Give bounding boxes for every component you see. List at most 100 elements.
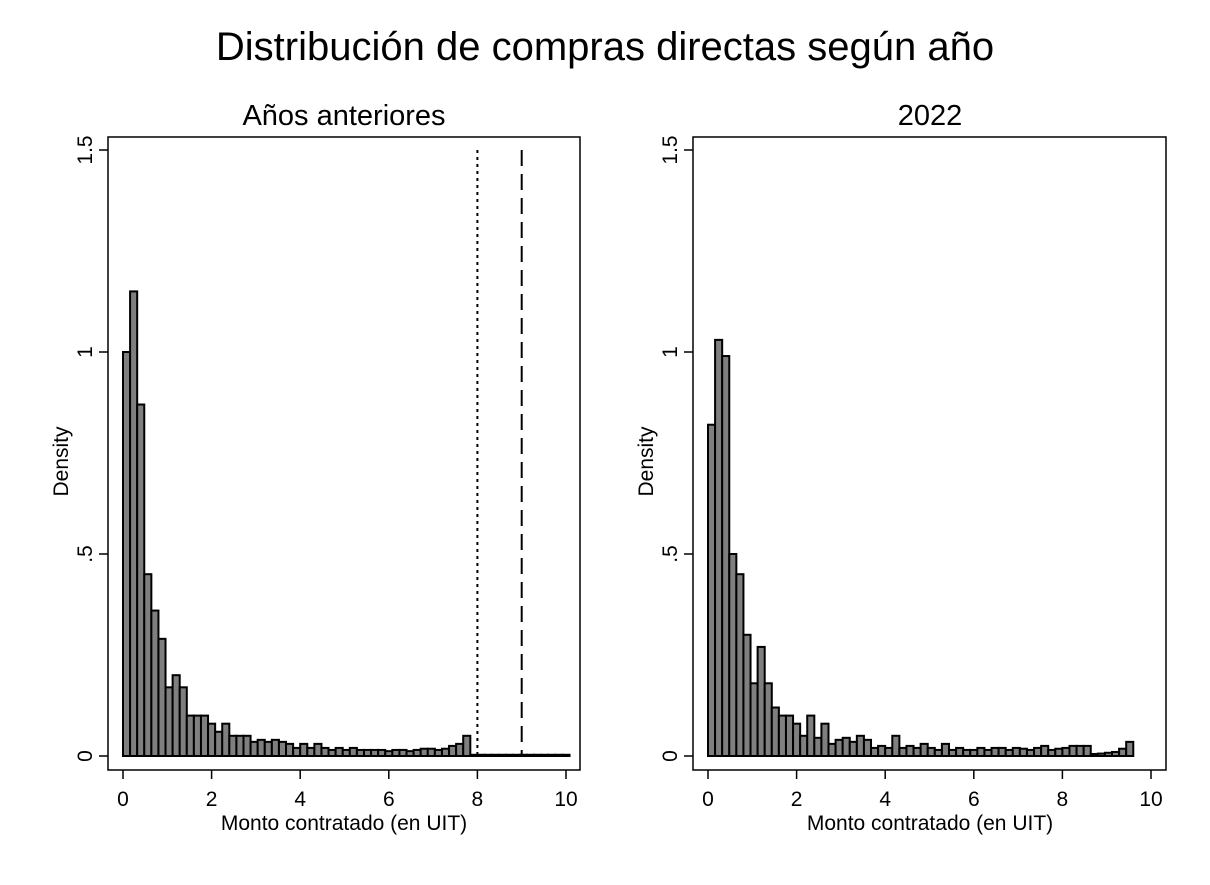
histogram-bar	[749, 682, 759, 758]
histogram-bar	[813, 736, 823, 758]
histogram-bar	[940, 742, 950, 758]
histogram-bar	[1096, 752, 1106, 757]
histogram-bar	[320, 746, 330, 757]
histogram-bar	[962, 748, 972, 758]
histogram-bar	[933, 748, 943, 758]
histogram-bar	[448, 744, 458, 758]
histogram-bar	[469, 753, 479, 758]
histogram-bar	[277, 740, 288, 757]
x-tick-label: 2	[206, 788, 218, 811]
histogram-bar	[235, 734, 245, 757]
y-axis-label: Density	[635, 426, 658, 497]
plot-frame	[107, 136, 581, 771]
y-tick-label: 0	[659, 750, 682, 762]
histogram-bar	[728, 553, 738, 757]
x-tick-label: 6	[968, 788, 980, 811]
histogram-bar	[483, 753, 493, 758]
histogram-bar	[263, 740, 273, 757]
histogram-bar	[870, 746, 880, 757]
histogram-bar	[143, 573, 153, 758]
x-axis-label: Monto contratado (en UIT)	[807, 812, 1053, 835]
histogram-bar	[1068, 744, 1078, 758]
x-tick-label: 0	[117, 788, 129, 811]
x-tick-label: 4	[294, 788, 306, 811]
histogram-bar	[185, 714, 195, 757]
histogram-bar	[249, 740, 259, 757]
histogram-bar	[122, 351, 132, 757]
histogram-bar	[355, 748, 365, 758]
histogram-bar	[877, 744, 887, 758]
histogram-bar	[533, 753, 543, 758]
histogram-bar	[299, 742, 309, 758]
x-tick-label: 10	[554, 788, 577, 811]
y-tick-label: .5	[74, 545, 97, 563]
histogram-bar	[256, 738, 266, 758]
histogram-bar	[1118, 747, 1128, 758]
histogram-bar	[419, 747, 429, 758]
histogram-bar	[426, 747, 436, 758]
histogram-bar	[129, 290, 139, 757]
histogram-bar	[905, 744, 915, 758]
histogram-bar	[862, 738, 873, 758]
histogram-bar	[919, 742, 929, 758]
x-axis-label: Monto contratado (en UIT)	[221, 812, 467, 835]
panel-title: 2022	[898, 100, 963, 132]
histogram-bar	[1025, 748, 1036, 758]
histogram-bar	[1075, 744, 1085, 758]
histogram-bar	[199, 714, 210, 757]
histogram-bar	[398, 748, 408, 758]
histogram-bar	[735, 573, 745, 758]
chart-panel-1: 2022 0 2 4 6 8 10 0 .5 1 1.5 Monto contratado (en U…	[635, 100, 1167, 835]
y-axis-label: Density	[50, 426, 73, 497]
histogram-bar	[1040, 744, 1050, 758]
histogram-bar	[554, 753, 564, 758]
histogram-bar	[997, 746, 1007, 757]
x-tick-label: 10	[1139, 788, 1162, 811]
histogram-bar	[384, 750, 394, 757]
histogram-bar	[412, 748, 422, 758]
histogram-bar	[1047, 748, 1057, 758]
x-tick-label: 8	[472, 788, 484, 811]
histogram-bar	[157, 637, 167, 758]
histogram-bar	[855, 734, 865, 757]
y-tick-label: 1.5	[74, 135, 97, 164]
histogram-bar	[391, 748, 401, 758]
histogram-bar	[214, 730, 224, 758]
histogram-bar	[497, 753, 507, 758]
histogram-bar	[561, 753, 571, 758]
histogram-bar	[348, 746, 358, 757]
histogram-bar	[242, 734, 252, 757]
histogram-bar	[714, 338, 724, 757]
histogram-bar	[1011, 746, 1021, 757]
histogram-bar	[1103, 751, 1114, 758]
histogram-bar	[820, 722, 830, 757]
histogram-bar	[976, 746, 986, 757]
histogram-bar	[898, 746, 908, 757]
histogram-bar	[1125, 740, 1135, 757]
histogram-bar	[370, 748, 380, 758]
histogram-bar	[756, 645, 766, 757]
histogram-bar	[540, 753, 550, 758]
histogram-bar	[926, 746, 936, 757]
histogram-bar	[834, 738, 844, 758]
histogram-bar	[285, 742, 295, 758]
histogram-bar	[192, 714, 202, 757]
figure-title: Distribución de compras directas según a…	[216, 25, 994, 69]
chart-panel-0: Años anteriores 0 2 4 6 8 10 0 .5 1 1.5 Monto contr…	[50, 100, 581, 835]
histogram-bar	[947, 748, 958, 758]
histogram-bar	[1111, 750, 1121, 758]
histogram-bar	[1033, 746, 1043, 757]
histogram-bar	[799, 734, 809, 757]
histogram-bar	[841, 736, 851, 758]
histogram-bar	[955, 746, 965, 757]
histogram-bar	[792, 722, 802, 757]
histogram-bar	[770, 706, 780, 758]
x-tick-label: 0	[702, 788, 714, 811]
histogram-bar	[136, 403, 146, 757]
histogram-bar	[221, 722, 231, 757]
y-tick-label: .5	[659, 545, 682, 563]
histogram-bar	[1018, 747, 1028, 758]
histogram-bar	[511, 753, 521, 758]
